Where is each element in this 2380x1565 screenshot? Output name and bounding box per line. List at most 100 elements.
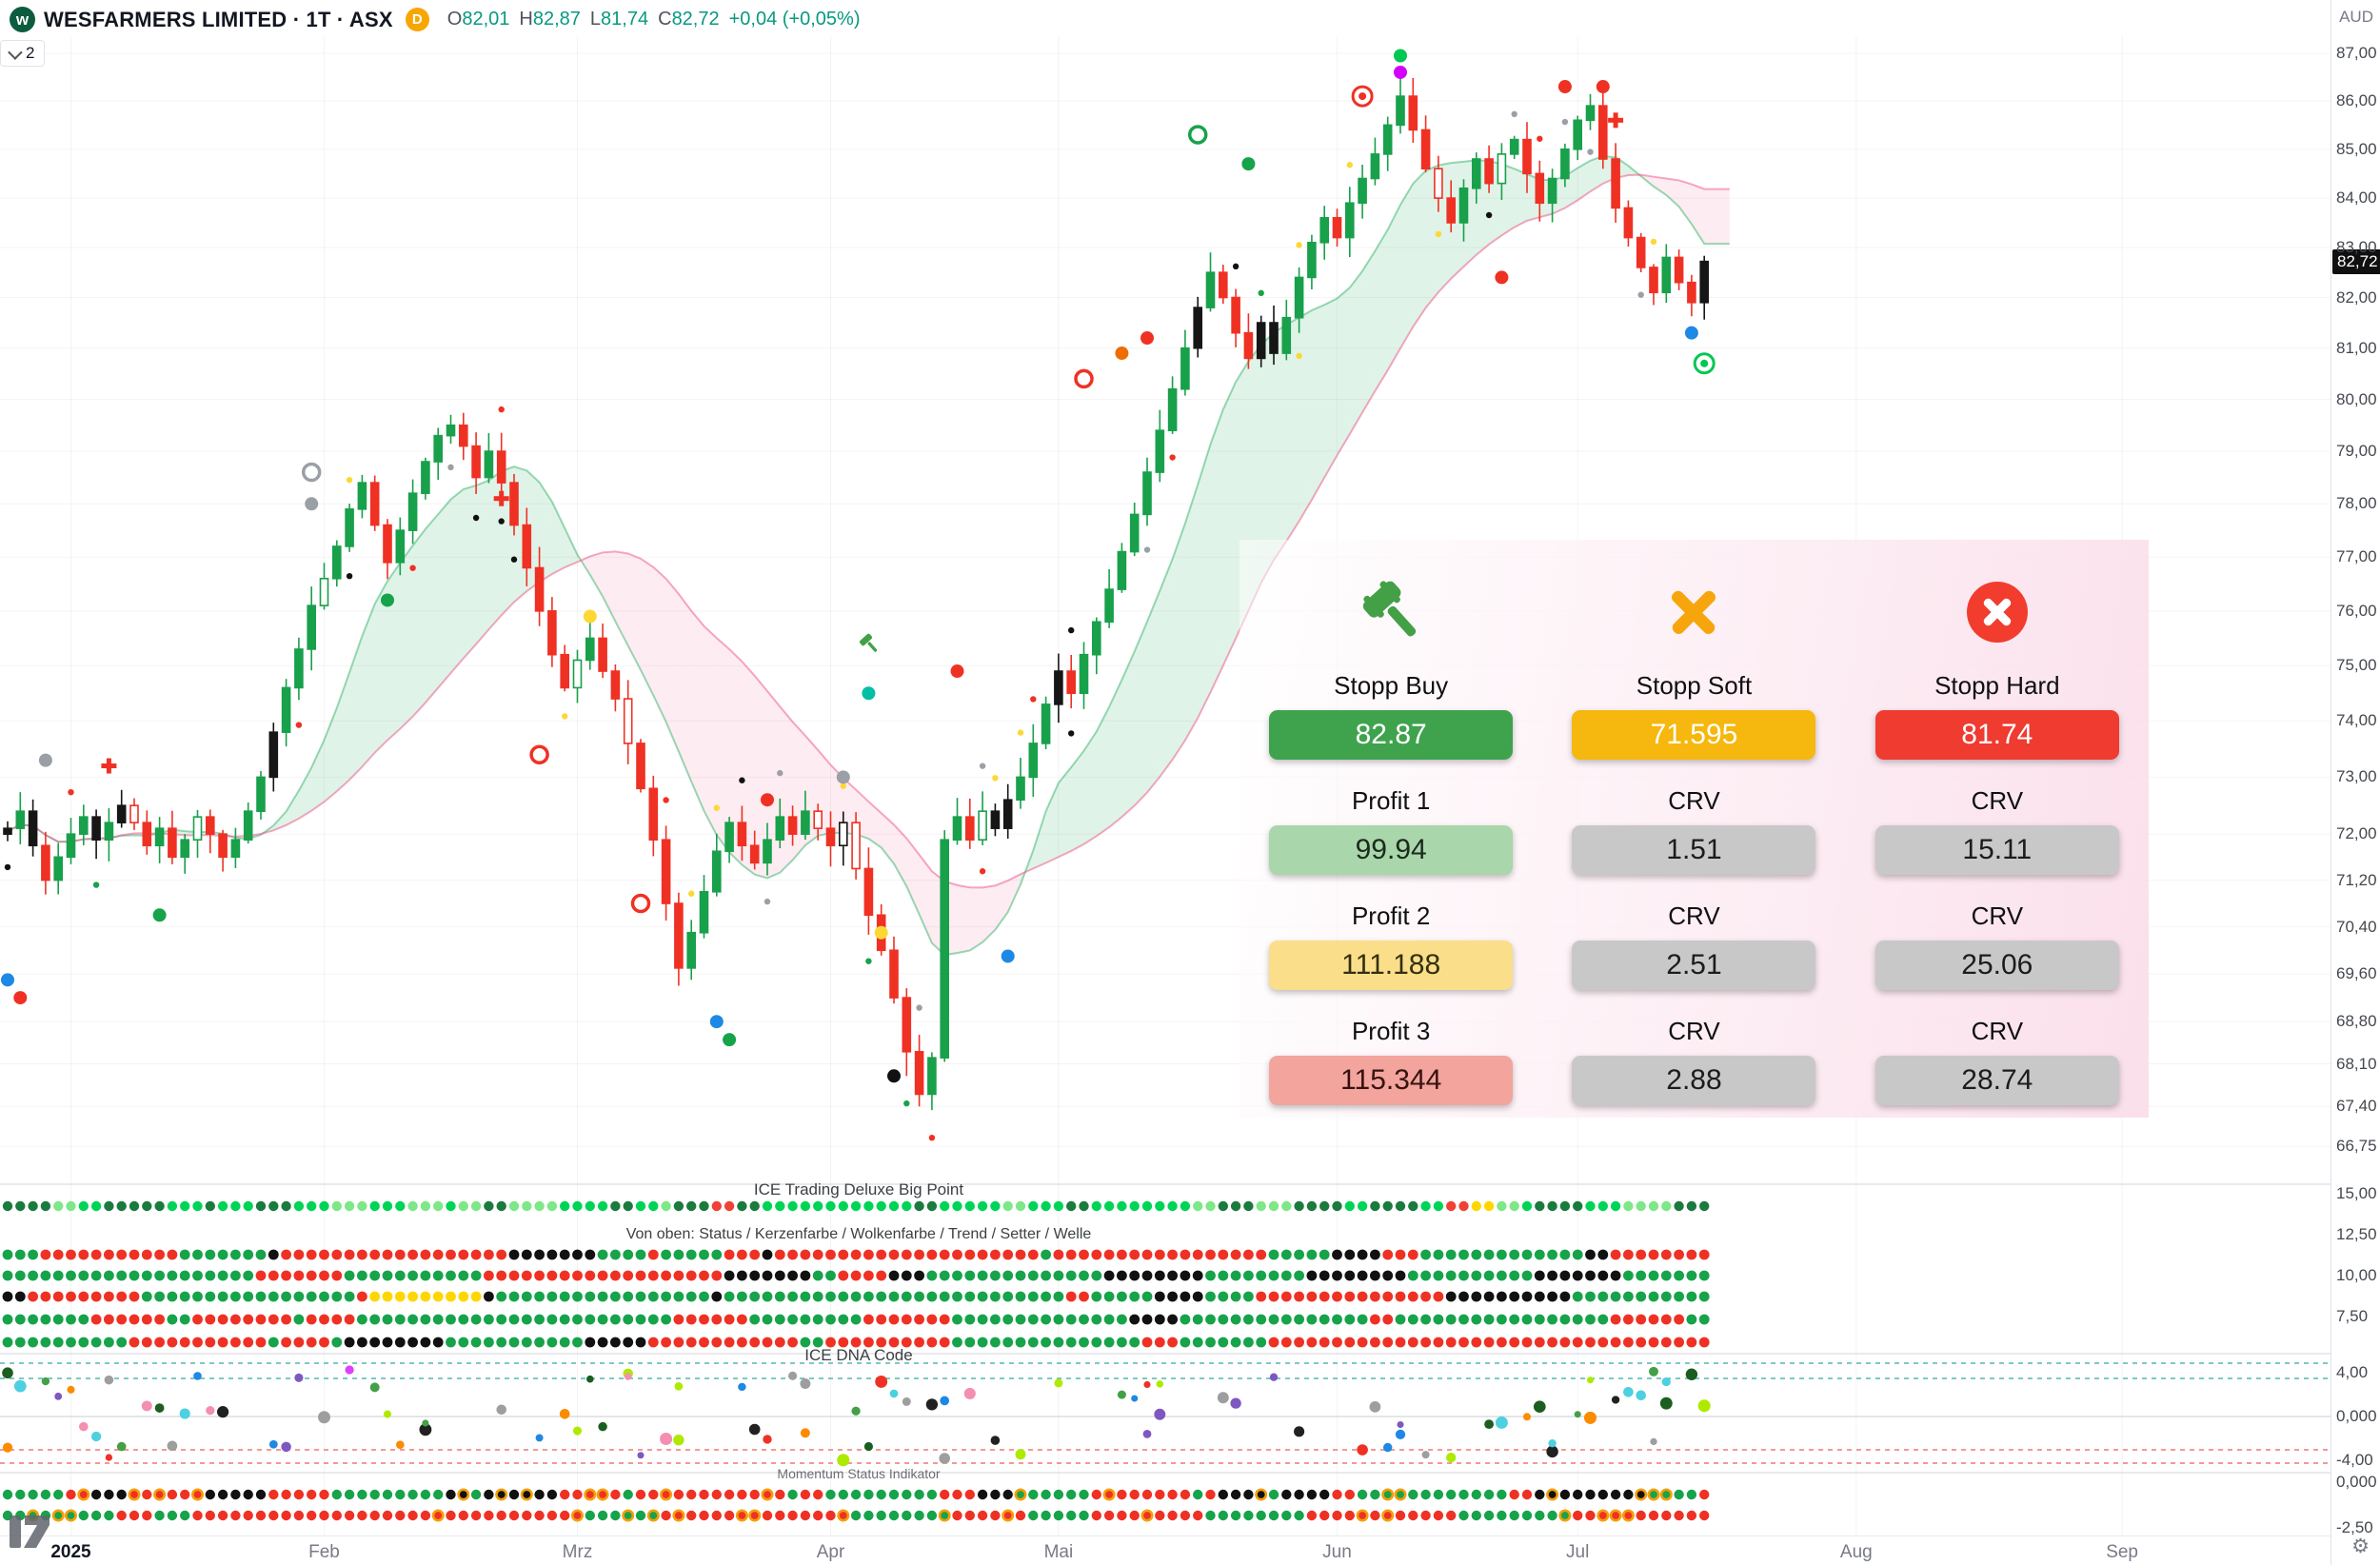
bigpoint-axis-label: 7,50 <box>2336 1307 2369 1325</box>
profit2-value-button[interactable]: 111.188 <box>1269 941 1514 990</box>
momentum-dots-layer <box>2 1488 1710 1522</box>
close-value: 82,72 <box>671 9 720 30</box>
profit2-label: Profit 2 <box>1351 901 1431 930</box>
price-label: 82,00 <box>2336 287 2377 307</box>
dna-axis-label: -4,00 <box>2336 1451 2373 1469</box>
symbol-logo-letter: w <box>15 10 30 29</box>
open-value: 82,01 <box>462 9 510 30</box>
time-axis-month-label[interactable]: Feb <box>308 1542 340 1562</box>
cloud-layer <box>7 154 1730 957</box>
collapsed-indicators-count: 2 <box>26 44 35 62</box>
crv3-soft-value-button[interactable]: 2.88 <box>1572 1056 1816 1105</box>
price-label: 80,00 <box>2336 389 2377 408</box>
stopp-soft-value-button[interactable]: 71.595 <box>1572 710 1816 760</box>
symbol-title[interactable]: WESFARMERS LIMITED · 1T · ASX <box>44 7 393 31</box>
dna-pane-title: ICE DNA Code <box>804 1346 913 1364</box>
hard-x-icon <box>1966 563 2028 662</box>
crv1-hard-label: CRV <box>1971 786 2024 815</box>
trade-info-panel: Stopp Buy 82.87 Profit 1 99.94 Profit 2 … <box>1240 540 2149 1118</box>
price-label: 68,80 <box>2336 1012 2377 1031</box>
price-label: 81,00 <box>2336 338 2377 357</box>
price-label: 68,10 <box>2336 1054 2377 1073</box>
profit1-value-button[interactable]: 99.94 <box>1269 825 1514 875</box>
crv2-soft-value-button[interactable]: 2.51 <box>1572 941 1816 990</box>
dna-axis-label: 0,000 <box>2336 1407 2377 1425</box>
price-axis[interactable]: AUD 82,72 ⚙ 87,00 86,00 85,00 84,00 83,00 82,… <box>2330 0 2380 1565</box>
stopp-soft-label: Stopp Soft <box>1636 671 1753 700</box>
price-label: 73,00 <box>2336 767 2377 786</box>
bigpoint-pane-subtitle: Von oben: Status / Kerzenfarbe / Wolkenf… <box>625 1226 1092 1242</box>
price-label: 78,00 <box>2336 494 2377 513</box>
price-label: 75,00 <box>2336 656 2377 675</box>
soft-x-icon <box>1660 563 1727 662</box>
time-axis-month-label[interactable]: Mrz <box>562 1542 593 1562</box>
crv2-hard-value-button[interactable]: 25.06 <box>1874 941 2119 990</box>
bigpoint-axis-label: 10,00 <box>2336 1266 2377 1284</box>
price-label: 86,00 <box>2336 91 2377 110</box>
low-label: L <box>589 9 602 30</box>
price-label: 69,60 <box>2336 964 2377 983</box>
open-label: O <box>446 9 463 30</box>
crv3-hard-label: CRV <box>1971 1017 2024 1045</box>
stopp-buy-label: Stopp Buy <box>1334 671 1449 700</box>
price-label: 87,00 <box>2336 44 2377 62</box>
close-label: C <box>658 9 672 30</box>
profit3-value-button[interactable]: 115.344 <box>1269 1056 1514 1105</box>
stopp-hard-column: Stopp Hard 81.74 CRV 15.11 CRV 25.06 CRV… <box>1846 540 2149 1118</box>
price-label: 83,00 <box>2336 237 2377 256</box>
dna-dots-layer <box>0 1362 2330 1467</box>
gavel-icon <box>1350 563 1432 662</box>
candles-layer <box>3 76 1709 1111</box>
stopp-buy-value-button[interactable]: 82.87 <box>1269 710 1514 760</box>
price-label: 72,00 <box>2336 824 2377 843</box>
momentum-pane-title: Momentum Status Indikator <box>777 1466 941 1481</box>
price-label: 66,75 <box>2336 1137 2377 1156</box>
change-value: +0,04 (+0,05%) <box>728 9 861 30</box>
crv1-hard-value-button[interactable]: 15.11 <box>1874 825 2119 875</box>
crv3-hard-value-button[interactable]: 28.74 <box>1874 1056 2119 1105</box>
crv1-soft-label: CRV <box>1668 786 1720 815</box>
crv2-hard-label: CRV <box>1971 901 2024 930</box>
gear-icon[interactable]: ⚙ <box>2351 1535 2370 1557</box>
stopp-soft-column: Stopp Soft 71.595 CRV 1.51 CRV 2.51 CRV … <box>1542 540 1845 1118</box>
bigpoint-pane-title: ICE Trading Deluxe Big Point <box>753 1180 964 1199</box>
price-label: 76,00 <box>2336 601 2377 620</box>
bigpoint-axis-label: 12,50 <box>2336 1225 2377 1243</box>
time-axis-month-label[interactable]: Jun <box>1322 1542 1352 1562</box>
markers-layer <box>1 49 1716 1083</box>
bigpoint-dots-layer <box>2 1200 1710 1348</box>
interval-badge[interactable]: D <box>405 8 429 31</box>
symbol-toolbar: w WESFARMERS LIMITED · 1T · ASX D O82,01… <box>10 7 861 32</box>
profit3-label: Profit 3 <box>1351 1017 1431 1045</box>
price-label: 77,00 <box>2336 547 2377 566</box>
collapsed-indicators-chip[interactable]: 2 <box>0 40 46 67</box>
tradingview-logo[interactable] <box>8 1510 53 1558</box>
time-axis[interactable]: 2025 Feb Mrz Apr Mai Jun Jul Aug Sep <box>0 1536 2330 1565</box>
time-axis-month-label[interactable]: Apr <box>816 1542 845 1562</box>
price-label: 70,40 <box>2336 917 2377 936</box>
time-axis-month-label[interactable]: Mai <box>1043 1542 1074 1562</box>
momentum-axis-label: 0,000 <box>2336 1473 2377 1491</box>
dna-axis-label: 4,00 <box>2336 1363 2369 1381</box>
price-label: 74,00 <box>2336 711 2377 730</box>
currency-label: AUD <box>2339 8 2373 26</box>
stopp-hard-label: Stopp Hard <box>1934 671 2060 700</box>
symbol-logo[interactable]: w <box>10 7 35 32</box>
chevron-down-icon <box>8 44 23 60</box>
main-chart-canvas[interactable] <box>0 0 2330 1565</box>
price-label: 67,40 <box>2336 1097 2377 1116</box>
ohlc-readout: O82,01 H82,87 L81,74 C82,72 +0,04 (+0,05… <box>447 9 861 30</box>
bigpoint-axis-label: 15,00 <box>2336 1184 2377 1202</box>
time-axis-month-label[interactable]: Jul <box>1566 1542 1590 1562</box>
crv1-soft-value-button[interactable]: 1.51 <box>1572 825 1816 875</box>
stopp-hard-value-button[interactable]: 81.74 <box>1874 710 2119 760</box>
time-axis-month-label[interactable]: Sep <box>2106 1542 2138 1562</box>
stopp-buy-column: Stopp Buy 82.87 Profit 1 99.94 Profit 2 … <box>1240 540 1542 1118</box>
time-axis-year-label[interactable]: 2025 <box>50 1542 91 1562</box>
price-label: 84,00 <box>2336 188 2377 208</box>
high-label: H <box>519 9 533 30</box>
crv3-soft-label: CRV <box>1668 1017 1720 1045</box>
high-value: 82,87 <box>532 9 581 30</box>
time-axis-month-label[interactable]: Aug <box>1839 1542 1873 1562</box>
